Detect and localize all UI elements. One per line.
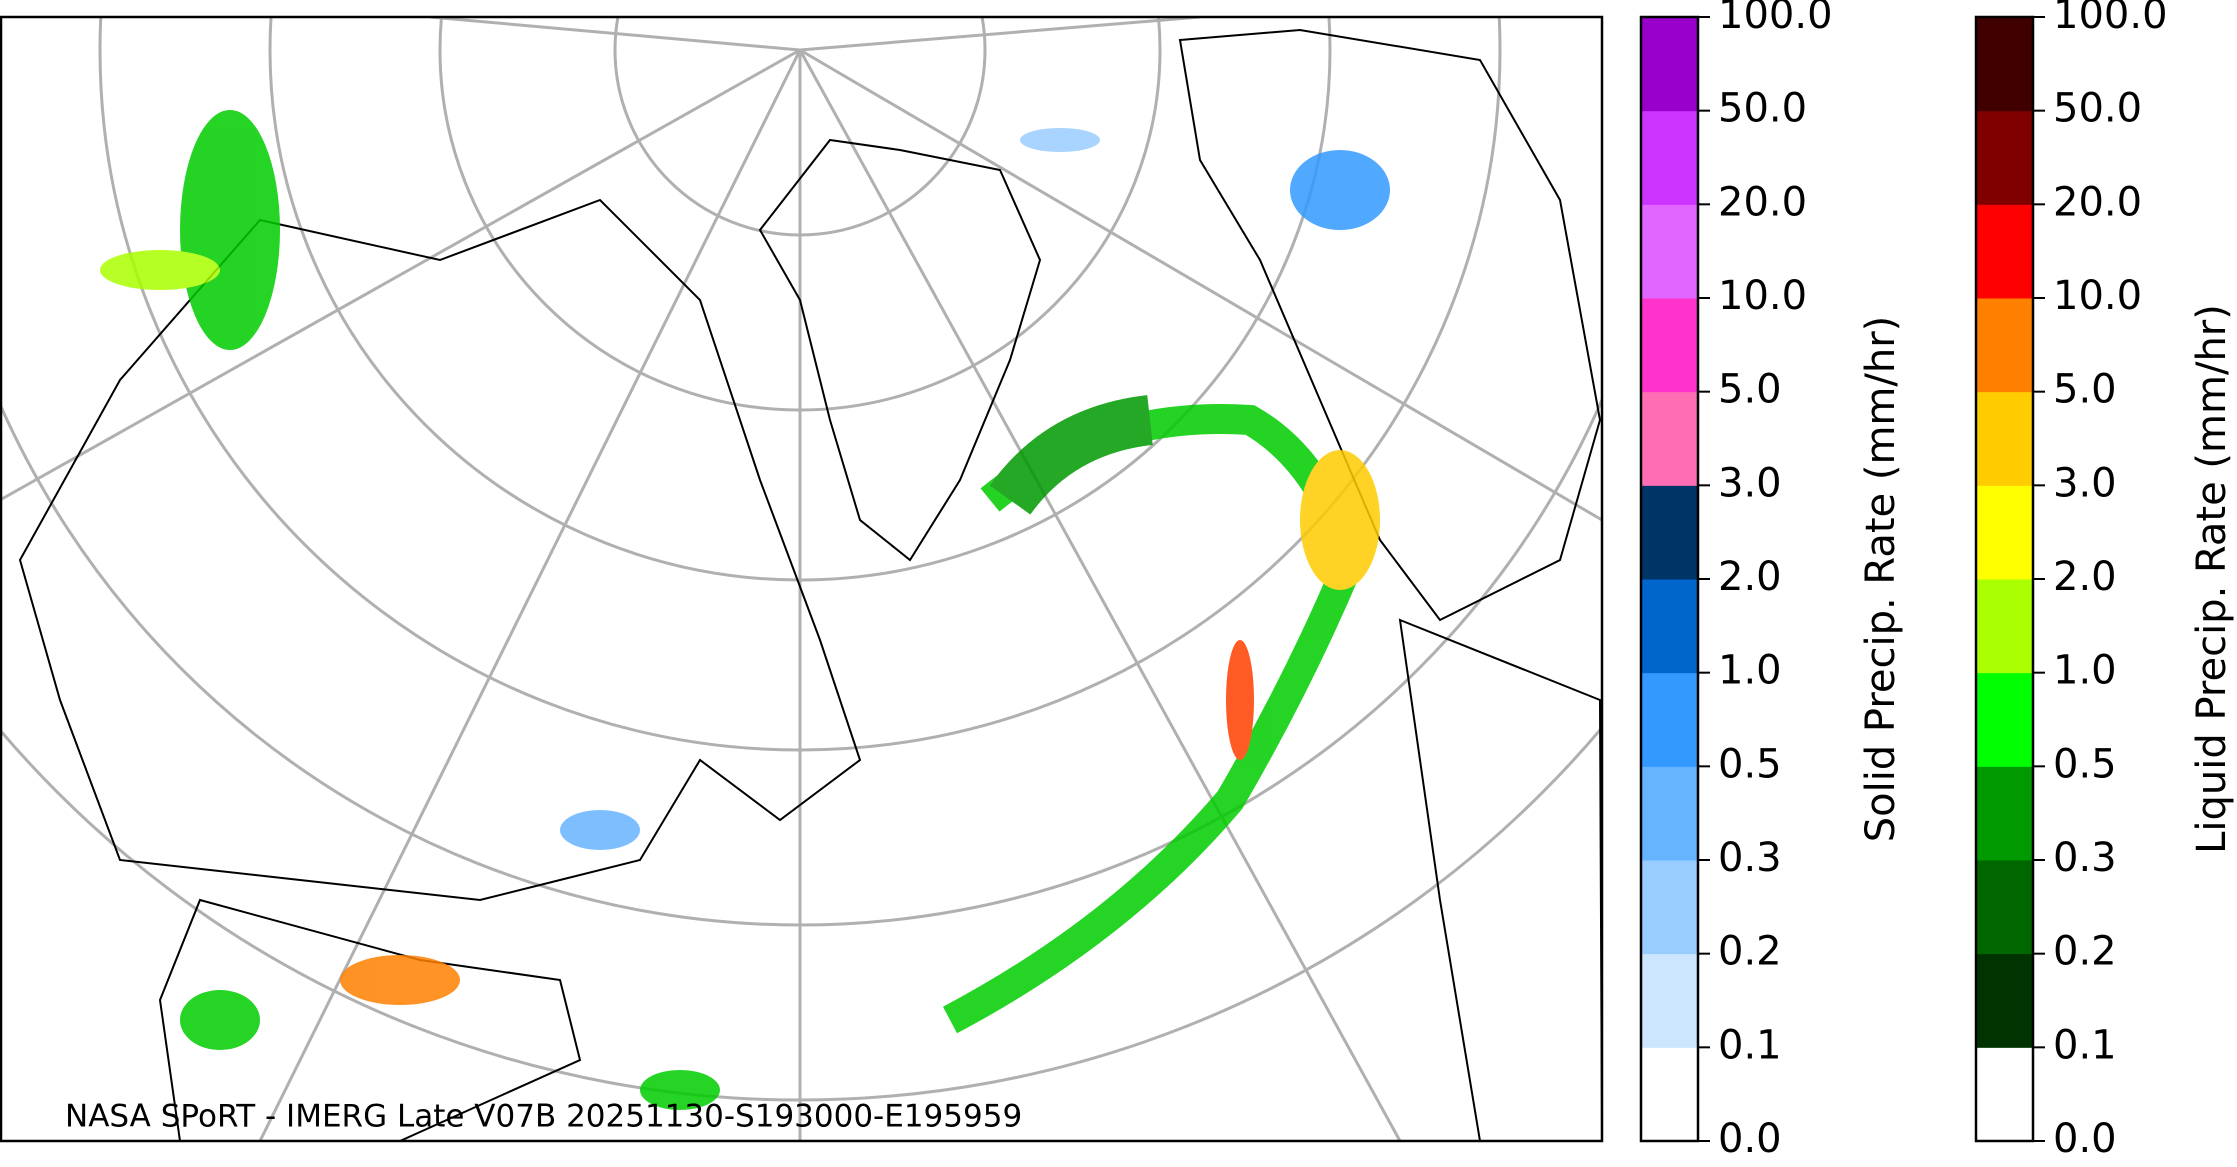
- tick-label: 0.0: [1718, 1116, 1782, 1162]
- tick-label: 3.0: [2053, 460, 2117, 506]
- colorbar-segment: [1976, 298, 2033, 393]
- tick-label: 2.0: [2053, 554, 2117, 600]
- map-frame: [0, 15, 1604, 1143]
- colorbar-segment: [1641, 298, 1698, 393]
- colorbar-segment: [1641, 17, 1698, 112]
- tick-label: 0.3: [1718, 835, 1782, 881]
- tick-label: 5.0: [1718, 367, 1782, 413]
- colorbar-label: Solid Precip. Rate (mm/hr): [1858, 316, 1904, 843]
- colorbar-segment: [1641, 766, 1698, 861]
- tick-label: 0.2: [2053, 929, 2117, 975]
- tick-label: 1.0: [1718, 648, 1782, 694]
- colorbar-segment: [1976, 672, 2033, 767]
- colorbar-segment: [1976, 579, 2033, 674]
- colorbar-segment: [1976, 1047, 2033, 1142]
- colorbar-segment: [1976, 17, 2033, 112]
- tick-label: 1.0: [2053, 648, 2117, 694]
- colorbar-label: Liquid Precip. Rate (mm/hr): [2189, 304, 2235, 854]
- tick-label: 0.1: [2053, 1022, 2117, 1068]
- graticule: [1, 17, 1602, 1141]
- colorbar-segment: [1641, 1047, 1698, 1142]
- colorbar-segment: [1641, 204, 1698, 299]
- precipitation: [100, 110, 1390, 1110]
- tick-label: 5.0: [2053, 367, 2117, 413]
- tick-label: 0.2: [1718, 929, 1782, 975]
- colorbar-segment: [1641, 672, 1698, 767]
- colorbar-segment: [1976, 953, 2033, 1048]
- colorbar-segment: [1641, 391, 1698, 486]
- tick-label: 20.0: [2053, 179, 2142, 225]
- map: [1, 17, 1602, 1141]
- colorbar-segment: [1976, 860, 2033, 955]
- tick-label: 100.0: [1718, 0, 1833, 38]
- colorbar-segment: [1641, 579, 1698, 674]
- tick-label: 3.0: [1718, 460, 1782, 506]
- colorbar-segment: [1976, 110, 2033, 205]
- colorbar-segment: [1976, 204, 2033, 299]
- tick-label: 0.5: [2053, 741, 2117, 787]
- tick-label: 20.0: [1718, 179, 1807, 225]
- tick-label: 10.0: [2053, 273, 2142, 319]
- colorbar-segment: [1976, 485, 2033, 580]
- colorbar-segment: [1976, 391, 2033, 486]
- tick-label: 0.3: [2053, 835, 2117, 881]
- tick-label: 100.0: [2053, 0, 2168, 38]
- colorbar-segment: [1641, 485, 1698, 580]
- colorbar-segment: [1641, 110, 1698, 205]
- colorbar-segment: [1641, 860, 1698, 955]
- tick-label: 0.1: [1718, 1022, 1782, 1068]
- tick-label: 50.0: [1718, 86, 1807, 132]
- tick-label: 10.0: [1718, 273, 1807, 319]
- colorbar-segment: [1641, 953, 1698, 1048]
- tick-label: 2.0: [1718, 554, 1782, 600]
- tick-label: 0.0: [2053, 1116, 2117, 1162]
- caption: NASA SPoRT - IMERG Late V07B 20251130-S1…: [65, 1099, 1022, 1135]
- tick-label: 50.0: [2053, 86, 2142, 132]
- tick-label: 0.5: [1718, 741, 1782, 787]
- colorbar-segment: [1976, 766, 2033, 861]
